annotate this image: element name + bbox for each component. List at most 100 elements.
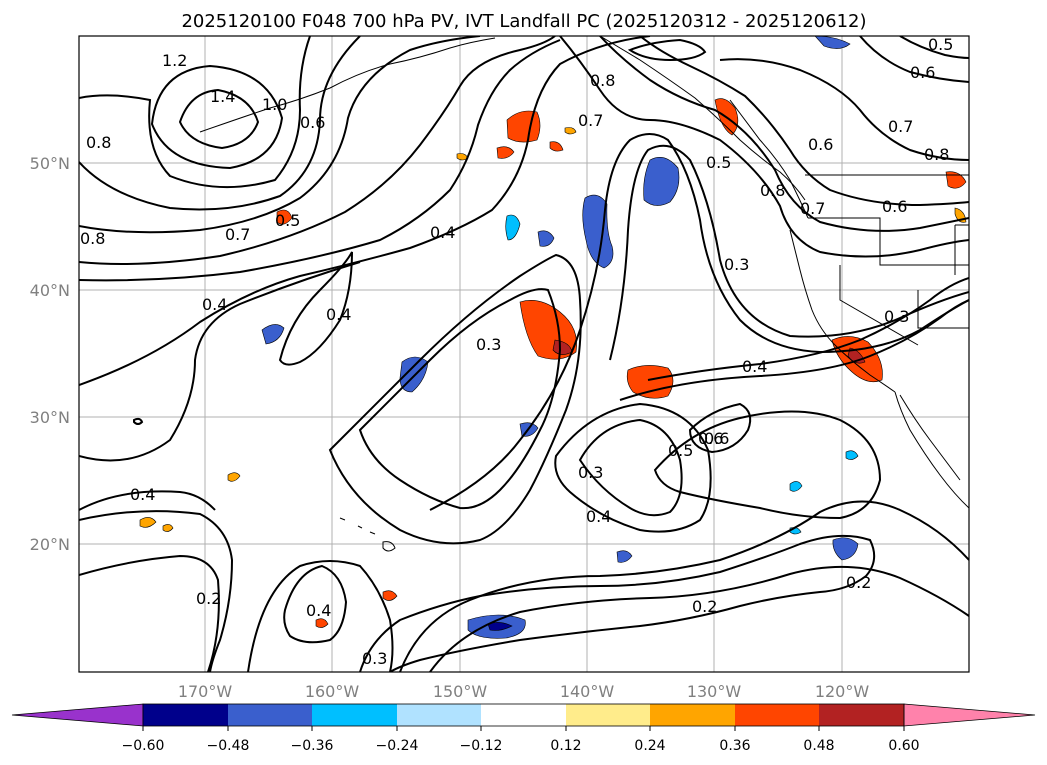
- colorbar-ticks: [142, 726, 905, 731]
- contour-line: [429, 565, 969, 672]
- state-border: [917, 290, 969, 329]
- negative-patch: [537, 230, 555, 247]
- negative-patch: [814, 36, 851, 49]
- contour-line: [79, 554, 220, 672]
- contour-line: [79, 39, 561, 282]
- contour-label: 0.7: [888, 117, 913, 136]
- colorbar-border: [142, 703, 905, 727]
- contour-label: 1.2: [162, 51, 187, 70]
- lon-label-160w: 160°W: [305, 682, 360, 701]
- contour-line: [79, 36, 556, 265]
- contour-line: [619, 299, 969, 401]
- contour-label: 0.2: [196, 589, 221, 608]
- contour-line: [647, 277, 969, 381]
- positive-patch: [276, 209, 293, 225]
- positive-patch: [139, 517, 157, 528]
- colorbar-segment: [650, 704, 735, 726]
- negative-patch: [487, 622, 513, 631]
- contour-label: 0.6: [698, 429, 723, 448]
- colorbar-tick-label: −0.60: [122, 738, 165, 754]
- contour-line: [859, 36, 969, 83]
- negative-patch: [789, 481, 803, 492]
- british-columbia-coast: [729, 99, 809, 219]
- lon-label-130w: 130°W: [687, 682, 742, 701]
- contour-line: [429, 133, 969, 511]
- contour-line: [688, 402, 752, 454]
- contour-line: [278, 251, 353, 366]
- contour-label: 0.5: [928, 35, 953, 54]
- colorbar-extend-high: [903, 703, 1036, 727]
- contour-label: 0.4: [130, 485, 155, 504]
- contour-label: 0.6: [300, 113, 325, 132]
- contour-label: 0.8: [924, 145, 949, 164]
- contour-line: [559, 36, 969, 258]
- contour-label: 0.8: [760, 181, 785, 200]
- contour-label: 0.7: [800, 199, 825, 218]
- positive-patch: [162, 524, 174, 532]
- contour-label: 0.2: [846, 573, 871, 592]
- lat-label-50n: 50°N: [30, 154, 70, 173]
- lon-label-140w: 140°W: [560, 682, 615, 701]
- colorbar-segment: [397, 704, 481, 726]
- contour-label: 0.6: [882, 197, 907, 216]
- positive-patch: [945, 171, 967, 189]
- lon-label-150w: 150°W: [433, 682, 488, 701]
- contour-label: 0.3: [578, 463, 603, 482]
- contour-line: [178, 88, 260, 150]
- contour-line: [899, 36, 969, 59]
- contour-label: 0.7: [578, 111, 603, 130]
- mainland-mexico-coast: [899, 394, 961, 481]
- lat-label-40n: 40°N: [30, 281, 70, 300]
- colorbar-segment: [143, 704, 228, 726]
- contour-line: [283, 564, 348, 644]
- colorbar-segment: [735, 704, 819, 726]
- colorbar-tick-label: 0.24: [634, 738, 665, 754]
- hawaiian-islands: [339, 517, 396, 552]
- colorbar-extend-low: [11, 703, 144, 727]
- contour-line: [609, 144, 969, 361]
- state-border: [808, 217, 969, 266]
- colorbar-tick-label: −0.24: [376, 738, 419, 754]
- contour-label: 0.8: [80, 229, 105, 248]
- plot-border: [78, 35, 970, 673]
- contour-label: 0.4: [586, 507, 611, 526]
- contour-line: [554, 402, 712, 533]
- colorbar-tick-label: −0.48: [207, 738, 250, 754]
- colorbar-segment: [566, 704, 650, 726]
- contour-label: 0.3: [362, 649, 387, 668]
- contour-label: 0.7: [225, 225, 250, 244]
- lat-label-30n: 30°N: [30, 408, 70, 427]
- contour-label: 0.3: [724, 255, 749, 274]
- positive-patch: [496, 146, 515, 159]
- negative-patch: [832, 537, 859, 561]
- positive-patch: [315, 618, 329, 628]
- longitude-labels: 170°W 160°W 150°W 140°W 130°W 120°W: [178, 682, 870, 701]
- alaska-panhandle: [599, 36, 806, 201]
- positive-patch: [227, 472, 241, 482]
- state-border: [839, 265, 919, 346]
- colorbar-segment: [819, 704, 904, 726]
- contour-label: 0.4: [430, 223, 455, 242]
- contour-line: [79, 36, 481, 234]
- colorbar-segment: [312, 704, 397, 726]
- contour-line: [79, 36, 361, 211]
- contour-label: 0.5: [706, 153, 731, 172]
- positive-patch: [382, 590, 398, 601]
- contour-label: 0.5: [275, 211, 300, 230]
- lon-label-120w: 120°W: [815, 682, 870, 701]
- contour-line: [79, 261, 361, 462]
- contour-line: [328, 253, 582, 545]
- contour-labels: 1.2 1.4 1.0 0.6 0.8 0.7 0.5 0.8 0.4 0.4 …: [80, 35, 953, 668]
- colorbar-tick-label: −0.36: [291, 738, 334, 754]
- contour-line: [359, 534, 876, 672]
- contour-label: 0.6: [910, 63, 935, 82]
- baja-california: [894, 391, 969, 509]
- positive-patch: [564, 127, 577, 135]
- contour-line: [79, 36, 311, 189]
- colorbar-segment: [228, 704, 312, 726]
- contour-label: 0.5: [668, 441, 693, 460]
- latitude-labels: 50°N 40°N 30°N 20°N: [30, 154, 70, 554]
- contour-line: [79, 510, 234, 672]
- contour-line: [79, 36, 651, 386]
